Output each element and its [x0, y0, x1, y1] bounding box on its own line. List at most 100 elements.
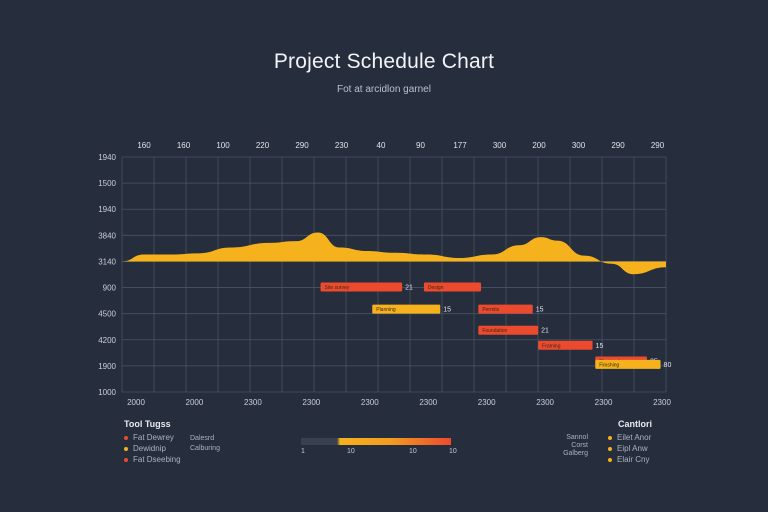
x-axis-tick-labels: 2000 2000 2300 2300 2300 2300 2300 2300 2300 2300	[127, 398, 671, 407]
x-tick-label: 2300	[302, 398, 320, 407]
task-value-label: 15	[536, 307, 544, 314]
top-tick-label: 200	[532, 141, 546, 150]
task-bar-label: Permits	[482, 307, 499, 313]
legend-item: Elair Cny	[608, 454, 652, 465]
x-tick-label: 2300	[361, 398, 379, 407]
legend-dot-icon	[608, 446, 612, 451]
legend-right-side-labels: Sannol Corst Galberg	[543, 434, 588, 458]
task-bar	[478, 325, 539, 335]
gradient-bar	[301, 438, 451, 445]
area-fill	[122, 232, 666, 275]
x-tick-label: 2300	[244, 398, 262, 407]
legend-dot-icon	[608, 457, 612, 462]
legend-side-labels: Dalesrd Calburing	[190, 434, 220, 454]
x-tick-label: 2300	[478, 398, 496, 407]
gradient-labels: 1 10 10 10	[301, 448, 461, 458]
chart-subtitle: Fot at arcidlon garnel	[337, 84, 431, 95]
y-tick-label: 900	[103, 284, 117, 293]
top-tick-label: 220	[256, 141, 270, 150]
legend-item-label: Fat Dewrey	[133, 433, 174, 442]
legend-side-label: Sannol	[566, 434, 588, 441]
gradient-label: 10	[409, 448, 417, 455]
grid-lines	[121, 156, 667, 393]
task-bar-label: Foundation	[482, 328, 507, 334]
legend-dot-icon	[124, 446, 128, 451]
task-bar-label: Framing	[542, 343, 561, 349]
x-tick-label: 2300	[595, 398, 613, 407]
top-tick-label: 290	[651, 141, 665, 150]
top-tick-label: 300	[493, 141, 507, 150]
legend-dot-icon	[124, 457, 128, 462]
x-tick-label: 2300	[653, 398, 671, 407]
y-tick-label: 3840	[98, 231, 116, 240]
legend-item: Fat Dewrey	[124, 432, 181, 443]
y-tick-label: 3140	[98, 257, 116, 266]
legend-item-label: Fat Dseebing	[133, 455, 181, 464]
y-tick-label: 4200	[98, 336, 116, 345]
task-bar-label: Finishing	[599, 362, 619, 368]
y-tick-label: 1940	[98, 205, 116, 214]
x-tick-label: 2000	[186, 398, 204, 407]
task-bar	[595, 359, 661, 369]
gradient-label: 1	[301, 448, 305, 455]
y-tick-label: 1500	[98, 179, 116, 188]
task-bar	[320, 282, 403, 292]
legend-item-label: Dewidnip	[133, 444, 166, 453]
top-tick-label: 40	[377, 141, 386, 150]
y-axis-tick-labels: 1940 1500 1940 3840 3140 900 4500 4200 1900 1000	[98, 153, 116, 397]
legend-task-types: Tool Tugss Fat Dewrey Dewidnip Fat Dseeb…	[124, 419, 181, 465]
top-tick-label: 160	[177, 141, 191, 150]
task-value-label: 15	[443, 307, 451, 314]
top-tick-label: 300	[572, 141, 586, 150]
legend-side-label: Calburing	[190, 445, 220, 452]
task-bar	[372, 304, 441, 314]
legend-title: Tool Tugss	[124, 419, 171, 429]
task-bar-label: Planning	[376, 307, 396, 313]
top-tick-label: 290	[295, 141, 309, 150]
y-tick-label: 4500	[98, 310, 116, 319]
top-tick-label: 230	[335, 141, 349, 150]
legend-side-label: Dalesrd	[190, 435, 215, 442]
legend-item: Dewidnip	[124, 443, 181, 454]
top-tick-label: 177	[453, 141, 467, 150]
top-tick-label: 100	[216, 141, 230, 150]
task-value-label: 21	[541, 328, 549, 335]
top-tick-labels: 160 160 100 220 290 230 40 90 177 300 200 300 290 290	[137, 141, 664, 150]
legend-item-label: Eipl Anw	[617, 444, 648, 453]
gradient-label: 10	[449, 448, 457, 455]
legend-item-label: Elair Cny	[617, 455, 650, 464]
y-tick-label: 1900	[98, 362, 116, 371]
top-tick-label: 160	[137, 141, 151, 150]
task-bar	[478, 304, 533, 314]
gradient-label: 10	[347, 448, 355, 455]
task-value-label: 21	[405, 285, 413, 292]
legend-item: Eipl Anw	[608, 443, 652, 454]
legend-title: Cantlori	[618, 419, 653, 429]
x-tick-label: 2300	[419, 398, 437, 407]
legend-item-label: Eilet Anor	[617, 433, 652, 442]
x-tick-label: 2300	[536, 398, 554, 407]
task-value-label: 15	[596, 343, 604, 350]
gradient-scale: 1 10 10 10	[301, 438, 457, 460]
x-tick-label: 2000	[127, 398, 145, 407]
legend-item: Eilet Anor	[608, 432, 652, 443]
legend-item: Fat Dseebing	[124, 454, 181, 465]
task-bar	[423, 282, 482, 292]
top-tick-label: 290	[611, 141, 625, 150]
task-bar-label: Design	[428, 285, 444, 291]
task-bar	[538, 340, 593, 350]
legend-side-label: Corst	[571, 442, 588, 449]
y-tick-label: 1940	[98, 153, 116, 162]
chart-title: Project Schedule Chart	[273, 50, 495, 73]
legend-side-label: Galberg	[563, 450, 588, 457]
legend-categories: Cantlori Eilet Anor Eipl Anw Elair Cny	[608, 419, 652, 465]
area-series	[122, 232, 666, 275]
task-bars: Site survey 21 Design Planning 15 Permits 15 Fo…	[320, 282, 672, 369]
top-tick-label: 90	[416, 141, 425, 150]
legend-dot-icon	[608, 435, 612, 440]
task-bar-label: Site survey	[325, 285, 350, 291]
y-tick-label: 1000	[98, 388, 116, 397]
task-value-label: 80	[664, 362, 672, 369]
legend-dot-icon	[124, 435, 128, 440]
